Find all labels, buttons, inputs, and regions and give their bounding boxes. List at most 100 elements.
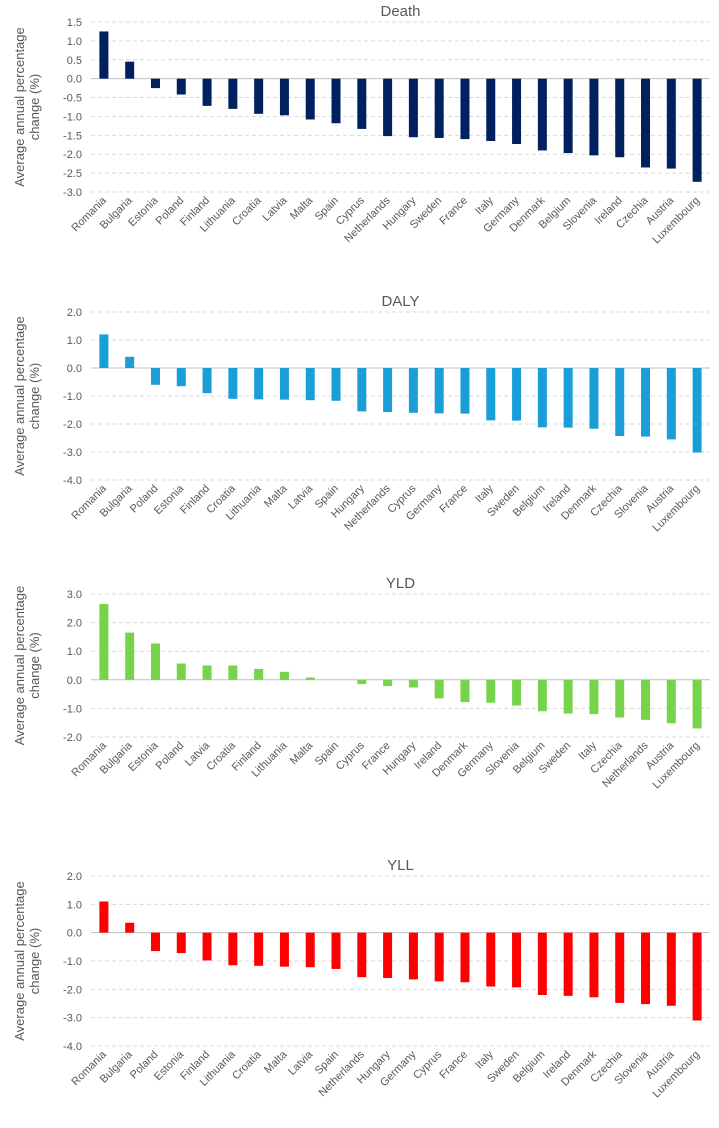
daly-y-tick-label: 0.0 xyxy=(67,363,82,375)
daly-bar xyxy=(99,334,109,368)
daly-bar xyxy=(254,368,264,400)
death-bar xyxy=(357,78,367,129)
daly-bar xyxy=(383,368,393,412)
yld-bar xyxy=(254,668,264,680)
yld-chart-title: YLD xyxy=(386,575,415,592)
yll-y-tick-label: -1.0 xyxy=(63,956,82,968)
yld-bar xyxy=(589,679,599,715)
death-bar xyxy=(383,78,393,137)
death-x-tick-label: Malta xyxy=(288,194,316,222)
death-bar xyxy=(512,78,522,145)
daly-x-tick-label: Latvia xyxy=(286,482,316,512)
yll-bar xyxy=(434,932,444,982)
yld-bar xyxy=(460,679,470,703)
death-y-tick-label: 0.0 xyxy=(67,74,82,86)
death-x-tick-label: Croatia xyxy=(230,194,264,228)
death-bar xyxy=(434,78,444,138)
yld-bar xyxy=(434,679,444,699)
yld-bar xyxy=(150,643,160,680)
yll-x-tick-label: France xyxy=(437,1049,470,1082)
chart-death-panel: Death Average annual percentagechange (%)… xyxy=(0,0,719,282)
death-bar xyxy=(537,78,547,151)
yld-bar xyxy=(486,679,496,703)
death-x-tick-label: France xyxy=(437,195,470,228)
chart-yll-panel: YLL Average annual percentagechange (%) 2.… xyxy=(0,846,719,1128)
daly-x-tick-label: Malta xyxy=(262,482,290,510)
yld-y-tick-label: 3.0 xyxy=(67,589,82,601)
yld-bar xyxy=(383,679,393,687)
daly-bar xyxy=(357,368,367,412)
yll-x-tick-label: Cyprus xyxy=(411,1048,444,1081)
daly-bar xyxy=(486,368,496,421)
yll-bar xyxy=(357,932,367,978)
death-x-tick-label: Latvia xyxy=(260,194,290,224)
yll-bar xyxy=(125,922,135,933)
death-bar xyxy=(460,78,470,140)
death-bar xyxy=(615,78,625,158)
yll-bar xyxy=(408,932,418,980)
death-y-axis-label: Average annual percentagechange (%) xyxy=(12,27,42,187)
death-bar xyxy=(254,78,264,114)
yld-y-tick-label: 0.0 xyxy=(67,675,82,687)
yll-y-axis-label-line: change (%) xyxy=(27,928,42,994)
death-y-tick-label: -1.5 xyxy=(63,130,82,142)
yll-bar xyxy=(176,932,186,954)
daly-bar xyxy=(279,368,289,400)
yll-chart-title: YLL xyxy=(387,857,414,874)
chart-yll: YLL Average annual percentagechange (%) 2.… xyxy=(12,857,710,1100)
yll-y-tick-label: -4.0 xyxy=(63,1041,82,1053)
yld-bar xyxy=(357,679,367,685)
death-y-tick-label: -2.5 xyxy=(63,168,82,180)
daly-y-tick-label: -1.0 xyxy=(63,391,82,403)
yld-bar xyxy=(99,604,109,680)
daly-bar xyxy=(150,368,160,385)
yld-bar xyxy=(408,679,418,688)
yll-x-tick-label: Malta xyxy=(262,1048,290,1076)
daly-bar xyxy=(641,368,651,437)
yll-bar xyxy=(666,932,676,1006)
daly-y-tick-label: -2.0 xyxy=(63,419,82,431)
yll-y-tick-label: 0.0 xyxy=(67,928,82,940)
yld-y-tick-label: -1.0 xyxy=(63,703,82,715)
daly-bar xyxy=(228,368,238,399)
death-y-axis-label-line: change (%) xyxy=(27,74,42,140)
yll-bar xyxy=(615,932,625,1003)
yld-bar xyxy=(666,679,676,724)
yll-bar xyxy=(512,932,522,988)
yll-bar xyxy=(537,932,547,995)
yll-y-tick-label: 2.0 xyxy=(67,871,82,883)
yll-x-tick-label: Latvia xyxy=(286,1048,316,1078)
daly-y-tick-label: -3.0 xyxy=(63,447,82,459)
death-y-tick-label: -1.0 xyxy=(63,111,82,123)
yld-bar xyxy=(305,677,315,680)
chart-death: Death Average annual percentagechange (%)… xyxy=(12,3,710,246)
death-bar xyxy=(176,78,186,95)
daly-bar xyxy=(125,356,135,368)
yll-bar xyxy=(228,932,238,966)
death-y-tick-label: -2.0 xyxy=(63,149,82,161)
yld-bar xyxy=(512,679,522,706)
death-y-tick-label: 1.5 xyxy=(67,17,82,29)
chart-daly-panel: DALY Average annual percentagechange (%) 2… xyxy=(0,282,719,564)
yll-bar xyxy=(486,932,496,987)
daly-y-tick-label: -4.0 xyxy=(63,475,82,487)
daly-bar xyxy=(305,368,315,401)
yld-bar xyxy=(537,679,547,712)
yll-y-axis-label: Average annual percentagechange (%) xyxy=(12,881,42,1041)
yll-bar xyxy=(383,932,393,978)
daly-bar xyxy=(408,368,418,413)
daly-y-tick-label: 2.0 xyxy=(67,307,82,319)
yld-y-tick-label: -2.0 xyxy=(63,732,82,744)
yld-bar xyxy=(228,665,238,680)
death-y-tick-label: -0.5 xyxy=(63,93,82,105)
death-y-tick-label: 0.5 xyxy=(67,55,82,67)
yll-bar xyxy=(99,901,109,933)
yld-y-tick-label: 1.0 xyxy=(67,646,82,658)
chart-yld-panel: YLD Average annual percentagechange (%) 3.… xyxy=(0,564,719,846)
death-x-tick-label: Estonia xyxy=(126,194,161,229)
yll-bar xyxy=(692,932,702,1021)
death-bar xyxy=(279,78,289,116)
daly-chart-title: DALY xyxy=(381,293,419,310)
yll-bar xyxy=(589,932,599,998)
death-bar xyxy=(125,61,135,79)
